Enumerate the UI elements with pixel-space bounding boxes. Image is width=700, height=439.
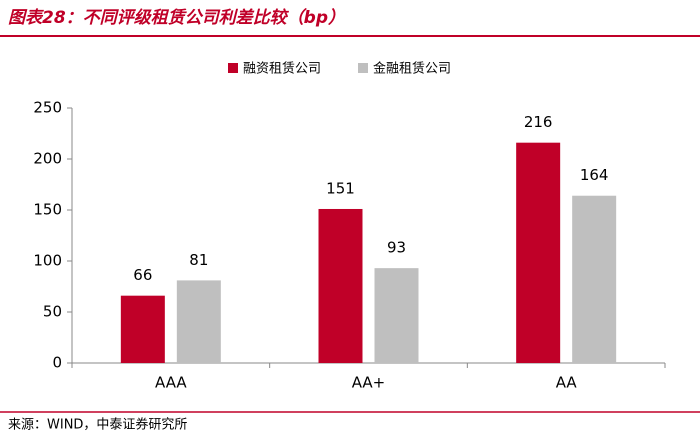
chart-title: 图表28：不同评级租赁公司利差比较（bp） [8,8,345,28]
data-label: 216 [524,113,553,131]
data-label: 66 [133,266,152,284]
bar [374,268,419,363]
bar [120,295,165,363]
y-tick-label: 0 [52,354,62,372]
data-label: 93 [387,239,406,257]
legend-label: 融资租赁公司 [243,62,321,77]
data-label: 164 [580,166,609,184]
x-tick-label: AA [556,374,578,392]
y-tick-label: 150 [33,201,62,219]
bar [572,195,617,363]
y-tick-label: 200 [33,150,62,168]
bar [516,142,561,363]
data-label: 151 [326,179,355,197]
legend-label: 金融租赁公司 [373,61,451,77]
x-tick-label: AAA [155,374,187,392]
data-label: 81 [189,251,208,269]
x-tick-label: AA+ [352,374,386,392]
source: 来源：WIND，中泰证券研究所 [8,417,187,433]
bar [176,280,221,363]
y-tick-label: 50 [43,303,62,321]
bar [318,208,363,363]
legend-swatch [228,63,238,73]
y-tick-label: 250 [33,99,62,117]
y-tick-label: 100 [33,252,62,270]
legend-swatch [358,63,368,73]
